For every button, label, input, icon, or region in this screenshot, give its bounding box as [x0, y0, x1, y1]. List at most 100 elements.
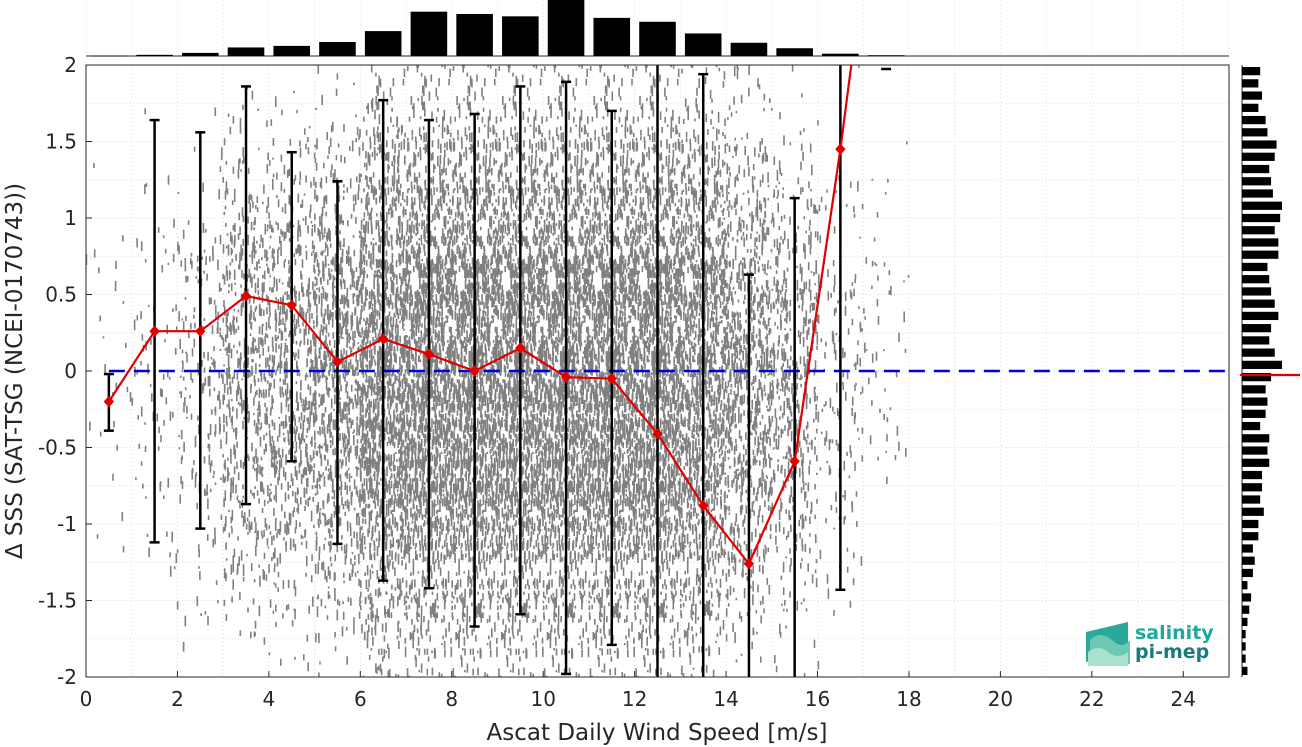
mean-marker	[469, 365, 480, 377]
mean-line	[107, 64, 853, 566]
y-tick-label: 1	[64, 206, 77, 230]
y-tick-label: -2	[57, 665, 77, 689]
top-histogram-bar	[639, 21, 676, 56]
right-histogram-bar	[1242, 421, 1261, 431]
mean-marker	[698, 499, 709, 512]
mean-marker	[789, 455, 800, 468]
right-histogram-bar	[1242, 483, 1262, 492]
x-tick-label: 2	[171, 687, 184, 711]
mean-marker	[103, 395, 115, 408]
right-histogram	[1240, 65, 1300, 677]
x-axis-label: Ascat Daily Wind Speed [m/s]	[487, 720, 828, 746]
x-tick-label: 0	[80, 687, 93, 711]
x-ticks: 0 2 4 6 8 10 12 14 16 18 20 22 24	[80, 671, 1196, 711]
x-tick-label: 14	[713, 687, 738, 711]
right-histogram-bar	[1242, 238, 1279, 247]
top-histogram-bar	[684, 33, 722, 56]
right-histogram-bar	[1242, 434, 1270, 443]
x-tick-label: 8	[445, 687, 458, 711]
x-tick-label: 20	[988, 687, 1013, 711]
mean-marker	[515, 342, 526, 354]
right-histogram-bar	[1242, 152, 1275, 161]
y-tick-label: 0	[64, 359, 77, 383]
x-tick-label: 6	[354, 687, 367, 711]
right-histogram-bar	[1242, 201, 1282, 210]
right-histogram-bar	[1242, 348, 1275, 357]
right-histogram-bar	[1242, 409, 1266, 418]
right-histogram-bar	[1242, 287, 1272, 296]
top-histogram-bar	[730, 42, 768, 56]
right-histogram-bar	[1242, 115, 1266, 125]
main-plot: 0 2 4 6 8 10 12 14 16 18 20 22 24 21.510.50-0.5-1-1.…	[38, 53, 1230, 711]
x-tick-label: 12	[622, 687, 647, 711]
y-ticks: 2 1.5 1 0.5 0 -0.5 -1 -1.5 -2	[38, 53, 92, 689]
top-histogram-bar	[182, 52, 219, 56]
mean-marker	[606, 372, 617, 385]
top-histogram-bar	[822, 53, 859, 56]
salinity-pi-mep-logo: salinity pi-mep	[1086, 622, 1214, 666]
right-histogram-bar	[1242, 164, 1270, 174]
top-histogram-bar	[593, 17, 631, 56]
right-histogram-bar	[1242, 262, 1268, 272]
scatter-cloud	[85, 65, 910, 677]
right-histogram-bar	[1242, 360, 1282, 369]
x-tick-label: 16	[805, 687, 830, 711]
right-histogram-bar	[1242, 605, 1250, 614]
x-tick-label: 10	[530, 687, 555, 711]
scatter-points	[85, 65, 910, 677]
top-histogram-bar	[502, 16, 539, 56]
y-tick-label: -0.5	[38, 436, 77, 460]
mean-marker	[378, 333, 389, 345]
logo-wave-icon	[1086, 622, 1130, 666]
x-tick-label: 18	[896, 687, 921, 711]
right-histogram-bar	[1242, 373, 1272, 382]
mean-marker	[423, 348, 435, 360]
mean-marker	[149, 325, 160, 337]
right-histogram-bar	[1242, 213, 1281, 223]
mean-marker	[195, 325, 206, 337]
top-histogram-bar	[776, 48, 813, 56]
right-histogram-bar	[1242, 642, 1246, 651]
right-histogram-bar	[1242, 275, 1270, 284]
x-tick-label: 22	[1079, 687, 1104, 711]
right-histogram-bar	[1242, 519, 1259, 529]
x-tick-label: 24	[1171, 687, 1196, 711]
top-histogram-bar	[547, 0, 585, 56]
right-histogram-bar	[1242, 470, 1262, 480]
right-histogram-bar	[1242, 250, 1279, 259]
right-histogram-bar	[1242, 507, 1264, 516]
mean-marker	[560, 371, 572, 383]
right-histogram-bar	[1242, 177, 1272, 186]
y-tick-label: -1.5	[38, 589, 77, 613]
right-histogram-bar	[1242, 556, 1255, 565]
right-histogram-bar	[1242, 79, 1259, 88]
mean-marker	[652, 427, 663, 440]
right-histogram-bar	[1242, 311, 1279, 321]
top-histogram-bar	[319, 42, 356, 56]
right-histogram-bar	[1242, 630, 1246, 639]
mean-marker	[835, 143, 846, 155]
mean-marker	[286, 299, 297, 311]
right-histogram-bar	[1242, 495, 1261, 504]
right-histogram-bar	[1242, 336, 1270, 345]
logo-line1: salinity	[1135, 622, 1214, 644]
right-histogram-bar	[1242, 385, 1266, 394]
right-histogram-bar	[1242, 666, 1248, 675]
right-histogram-bar	[1242, 128, 1268, 137]
top-histogram	[85, 0, 1230, 57]
right-histogram-bar	[1242, 397, 1268, 406]
top-histogram-bar	[867, 55, 905, 57]
right-histogram-bar	[1242, 226, 1275, 235]
right-histogram-bar	[1242, 458, 1270, 467]
right-histogram-bar	[1242, 103, 1259, 112]
top-histogram-bar	[456, 14, 493, 56]
top-histogram-bar	[364, 31, 402, 56]
y-tick-label: 1.5	[45, 130, 77, 154]
mean-marker	[332, 356, 343, 368]
right-histogram-bar	[1242, 324, 1272, 333]
top-histogram-bar	[410, 11, 448, 56]
mean-markers	[103, 143, 846, 570]
x-tick-label: 4	[263, 687, 276, 711]
right-histogram-bar	[1242, 140, 1277, 149]
mean-marker	[240, 290, 252, 302]
